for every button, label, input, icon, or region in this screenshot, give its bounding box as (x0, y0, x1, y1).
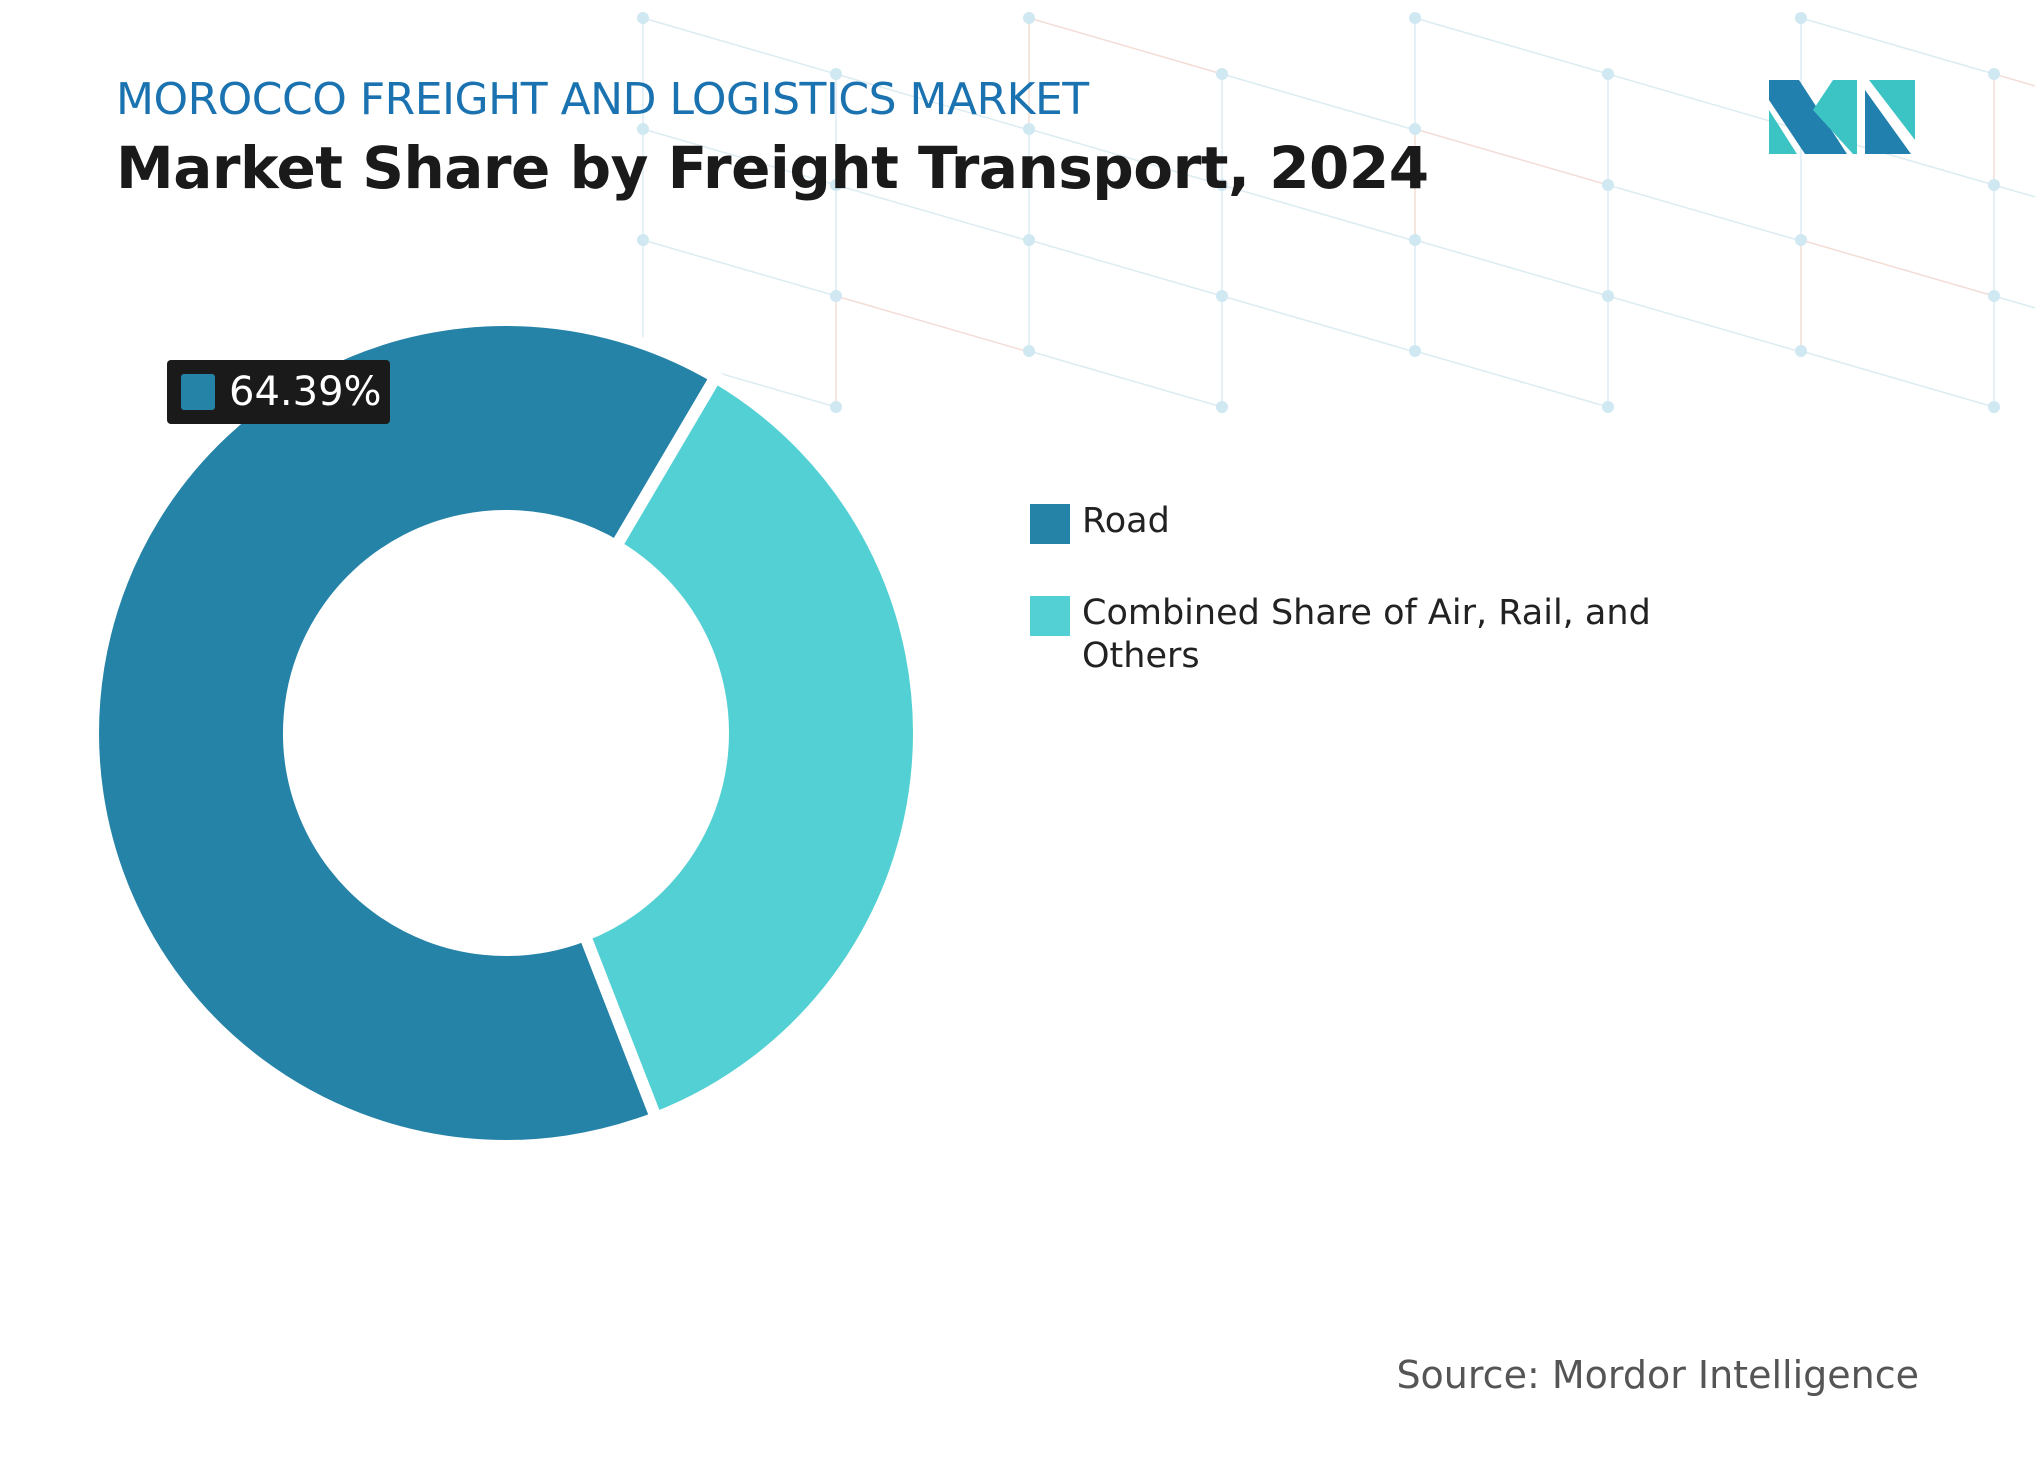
pattern-line (1993, 184, 2035, 198)
pattern-line (1607, 295, 1802, 353)
chart-subtitle: MOROCCO FREIGHT AND LOGISTICS MARKET (116, 74, 1089, 125)
pattern-line (1414, 239, 1609, 297)
source-note: Source: Mordor Intelligence (1396, 1353, 1919, 1397)
pattern-line (1414, 17, 1609, 75)
pattern-line (1028, 128, 1223, 186)
pattern-line (1221, 73, 1416, 131)
pattern-line (1800, 239, 1995, 297)
pattern-line (835, 184, 1030, 242)
legend-swatch-road (1030, 504, 1070, 544)
pattern-dot (1602, 401, 1614, 413)
data-label-text: 64.39% (229, 369, 382, 415)
pattern-dot (637, 234, 649, 246)
pattern-line (1028, 350, 1223, 408)
donut-slice-others[interactable] (577, 368, 925, 1126)
pattern-line (1028, 239, 1223, 297)
data-label-swatch (181, 374, 215, 410)
pattern-line (1993, 73, 2035, 87)
pattern-dot (1795, 12, 1807, 24)
pattern-dot (1216, 401, 1228, 413)
pattern-dot (1216, 179, 1228, 191)
pattern-dot (830, 401, 842, 413)
pattern-dot (830, 68, 842, 80)
mordor-logo (1769, 80, 1915, 154)
pattern-line (642, 17, 837, 75)
pattern-dot (1602, 179, 1614, 191)
donut-slice-road[interactable] (87, 314, 724, 1152)
legend: Road Combined Share of Air, Rail, and Ot… (1030, 500, 1670, 726)
legend-label: Road (1082, 501, 1170, 541)
pattern-line (1800, 17, 1995, 75)
pattern-line (1607, 184, 1802, 242)
chart-title: Market Share by Freight Transport, 2024 (116, 134, 1429, 202)
pattern-dot (1988, 401, 2000, 413)
pattern-dot (1409, 345, 1421, 357)
pattern-dot (637, 123, 649, 135)
pattern-dot (1602, 290, 1614, 302)
pattern-dot (1216, 290, 1228, 302)
pattern-line (642, 128, 837, 186)
pattern-dot (1988, 290, 2000, 302)
pattern-line (835, 295, 1030, 353)
pattern-line (1221, 295, 1416, 353)
pattern-dot (1988, 179, 2000, 191)
pattern-dot (1602, 68, 1614, 80)
pattern-dot (637, 12, 649, 24)
pattern-dot (1023, 234, 1035, 246)
pattern-dot (1023, 123, 1035, 135)
pattern-dot (1409, 12, 1421, 24)
pattern-line (1028, 17, 1223, 75)
pattern-line (1607, 73, 1802, 131)
pattern-line (835, 73, 1030, 131)
legend-swatch-others (1030, 596, 1070, 636)
pattern-line (1221, 184, 1416, 242)
pattern-line (1993, 295, 2035, 309)
pattern-dot (1023, 345, 1035, 357)
legend-item-road[interactable]: Road (1030, 500, 1670, 544)
pattern-dot (1216, 68, 1228, 80)
pattern-dot (1795, 345, 1807, 357)
pattern-dot (1409, 123, 1421, 135)
pattern-line (1414, 350, 1609, 408)
legend-label: Combined Share of Air, Rail, and Others (1082, 593, 1651, 676)
pattern-line (1800, 350, 1995, 408)
pattern-line (1414, 128, 1609, 186)
data-label-road: 64.39% (167, 360, 390, 424)
legend-item-others[interactable]: Combined Share of Air, Rail, and Others (1030, 592, 1670, 678)
pattern-dot (1988, 68, 2000, 80)
pattern-dot (1795, 234, 1807, 246)
pattern-line (642, 239, 837, 297)
pattern-dot (1023, 12, 1035, 24)
pattern-dot (830, 290, 842, 302)
pattern-dot (1409, 234, 1421, 246)
pattern-dot (830, 179, 842, 191)
